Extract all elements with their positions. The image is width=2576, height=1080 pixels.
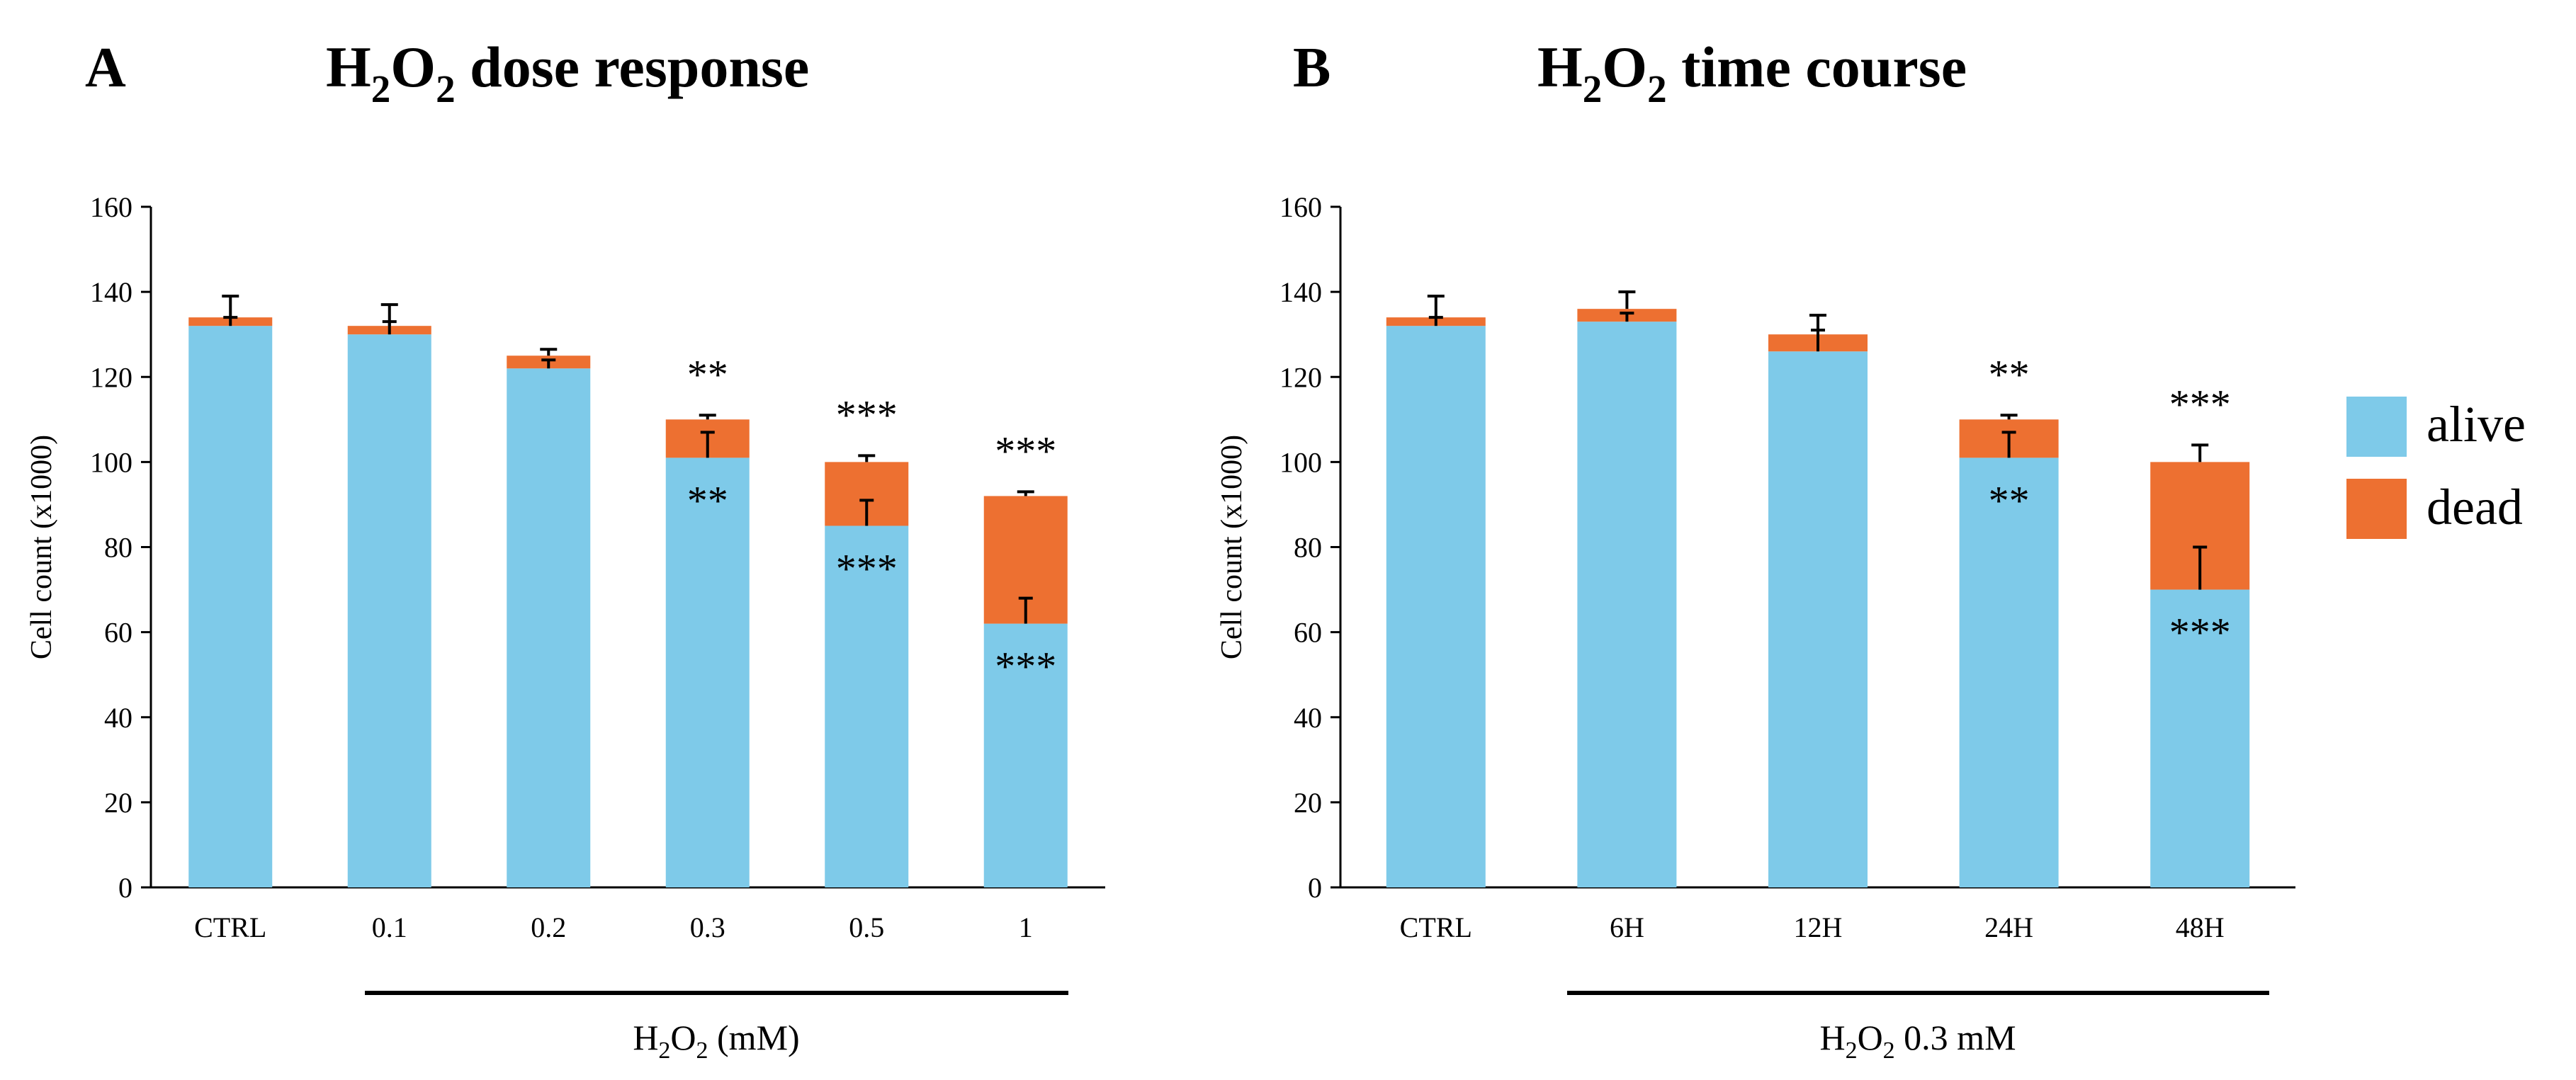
sig-alive-label: *** — [995, 644, 1056, 690]
y-tick-label: 20 — [1294, 787, 1322, 819]
panel-b-letter: B — [1293, 37, 1331, 99]
y-tick-label: 120 — [1279, 361, 1322, 393]
y-tick-label: 160 — [90, 191, 132, 223]
chart-time-course: 0 20 40 60 80 100 120 140 160 Cell count (x1000) C… — [1216, 191, 2295, 943]
y-axis-label: Cell count (x1000) — [1216, 435, 1248, 659]
bar-alive — [1959, 457, 2059, 887]
y-tick-label: 40 — [104, 702, 132, 734]
bar-alive — [2150, 589, 2250, 887]
bar-alive — [1386, 326, 1486, 887]
y-tick-label: 80 — [104, 532, 132, 564]
group-label-a: H2O2 (mM) — [633, 1018, 799, 1064]
y-tick-label: 0 — [1308, 872, 1322, 904]
x-tick-label: 6H — [1610, 911, 1644, 943]
x-tick-label: CTRL — [1400, 911, 1472, 943]
sig-dead-label: *** — [2169, 381, 2231, 427]
x-tick-label: 0.5 — [849, 911, 884, 943]
y-tick-label: 40 — [1294, 702, 1322, 734]
panel-b-title: H2O2 time course — [1537, 35, 1967, 110]
bar-alive — [665, 457, 750, 887]
y-tick-label: 80 — [1294, 532, 1322, 564]
y-tick-label: 160 — [1279, 191, 1322, 223]
x-tick-label: 24H — [1984, 911, 2033, 943]
x-tick-label: 0.1 — [372, 911, 407, 943]
sig-dead-label: ** — [687, 351, 728, 397]
bar-alive — [1768, 351, 1868, 887]
legend-label-dead: dead — [2427, 479, 2523, 535]
sig-dead-label: *** — [836, 392, 898, 438]
sig-dead-label: ** — [1989, 351, 2030, 397]
y-tick-label: 100 — [90, 446, 132, 478]
x-tick-label: 0.3 — [690, 911, 725, 943]
sig-alive-label: *** — [836, 545, 898, 591]
bar-alive — [983, 623, 1068, 887]
sig-alive-label: *** — [2169, 610, 2231, 656]
bar-alive — [825, 525, 909, 887]
x-tick-label: 12H — [1794, 911, 1843, 943]
y-tick-label: 140 — [1279, 276, 1322, 308]
chart-dose-response: 0 20 40 60 80 100 120 140 160 Cell count (x1000) C… — [26, 191, 1105, 943]
panel-a-letter: A — [85, 37, 126, 99]
panel-a-title: H2O2 dose response — [326, 35, 809, 110]
sig-alive-label: ** — [1989, 477, 2030, 523]
x-tick-label: 1 — [1019, 911, 1033, 943]
bar-alive — [188, 326, 273, 887]
y-tick-label: 0 — [118, 872, 132, 904]
bar-alive — [507, 368, 591, 887]
y-tick-label: 60 — [104, 617, 132, 649]
sig-dead-label: *** — [995, 428, 1056, 474]
y-axis-label: Cell count (x1000) — [26, 435, 58, 659]
y-tick-label: 100 — [1279, 446, 1322, 478]
bar-alive — [347, 334, 431, 887]
bar-alive — [1577, 322, 1677, 887]
legend-swatch-alive — [2346, 397, 2407, 457]
x-tick-label: 48H — [2176, 911, 2225, 943]
y-tick-label: 20 — [104, 787, 132, 819]
legend-swatch-dead — [2346, 479, 2407, 539]
legend-label-alive: alive — [2427, 396, 2526, 453]
sig-alive-label: ** — [687, 477, 728, 523]
x-tick-label: 0.2 — [531, 911, 566, 943]
y-tick-label: 120 — [90, 361, 132, 393]
group-label-b: H2O2 0.3 mM — [1819, 1018, 2016, 1064]
y-tick-label: 60 — [1294, 617, 1322, 649]
y-tick-label: 140 — [90, 276, 132, 308]
legend: alive dead — [2346, 396, 2526, 539]
x-tick-label: CTRL — [194, 911, 266, 943]
